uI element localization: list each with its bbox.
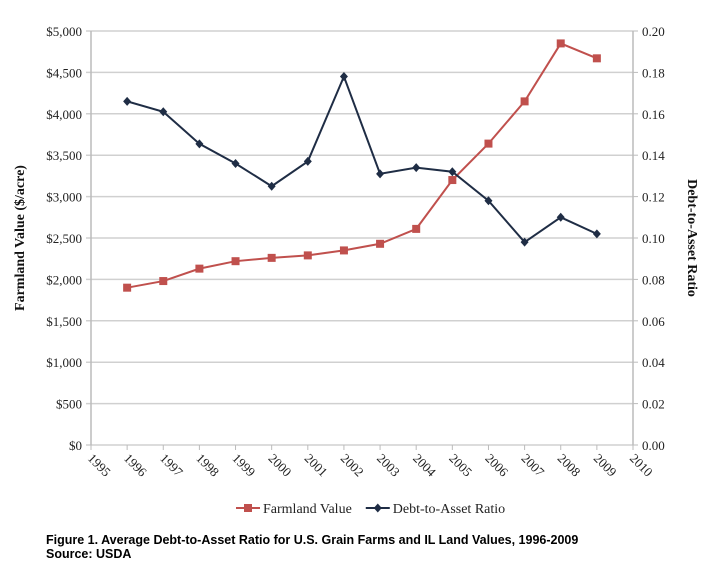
y-right-tick-label: 0.08 [642,272,665,287]
x-tick-label: 2000 [266,451,295,480]
data-point-diamond [195,139,204,149]
x-tick-label: 2008 [555,451,584,480]
x-tick-label: 2004 [410,451,439,480]
data-point-diamond [159,107,168,117]
data-point-diamond [339,72,348,82]
x-tick-label: 1998 [193,451,222,480]
x-tick-label: 2006 [482,451,511,480]
x-tick-label: 2003 [374,451,403,480]
x-tick-label: 2002 [338,451,367,480]
x-tick-label: 1995 [85,451,114,480]
y-right-axis-label: Debt-to-Asset Ratio [684,179,699,297]
legend-diamond-marker [373,503,382,513]
y-left-tick-label: $500 [56,397,82,412]
data-point-diamond [303,156,312,166]
data-point-diamond [520,237,529,247]
x-tick-label: 1997 [157,451,186,480]
y-left-tick-label: $0 [69,438,82,453]
y-left-tick-label: $4,500 [46,65,82,80]
y-left-tick-label: $2,500 [46,231,82,246]
data-point-diamond [556,212,565,222]
x-tick-label: 2005 [446,451,475,480]
x-tick-label: 1999 [229,451,258,480]
x-tick-label: 2001 [302,451,331,480]
data-point-square [376,239,385,248]
y-right-tick-label: 0.00 [642,438,665,453]
legend-label: Debt-to-Asset Ratio [393,502,505,517]
y-right-tick-label: 0.02 [642,397,665,412]
data-point-square [303,251,312,260]
x-tick-label: 2009 [591,451,620,480]
y-right-tick-label: 0.18 [642,65,665,80]
data-point-diamond [231,158,240,168]
data-point-square [412,224,421,233]
y-right-tick-label: 0.16 [642,107,665,122]
data-point-square [231,257,240,266]
series-line-0 [126,42,598,289]
y-right-tick-label: 0.06 [642,314,665,329]
data-point-square [448,176,457,185]
y-right-tick-label: 0.10 [642,231,665,246]
data-point-square [556,39,565,48]
data-point-diamond [267,181,276,191]
data-point-diamond [484,196,493,206]
x-tick-label: 2010 [627,451,656,480]
data-point-diamond [123,96,132,106]
y-left-tick-label: $1,000 [46,355,82,370]
x-tick-label: 2007 [518,451,547,480]
x-tick-label: 1996 [121,451,150,480]
data-point-square [484,139,493,148]
data-point-diamond [376,169,385,179]
y-left-axis-label: Farmland Value ($/acre) [13,165,28,311]
figure-source: Source: USDA [46,547,132,561]
data-point-diamond [448,167,457,177]
data-point-square [267,253,276,262]
data-point-square [592,54,601,63]
legend-label: Farmland Value [263,502,352,517]
data-point-diamond [412,163,421,173]
y-right-tick-label: 0.04 [642,355,665,370]
y-right-tick-label: 0.20 [642,24,665,39]
y-right-tick-label: 0.14 [642,148,665,163]
data-point-square [123,283,132,292]
data-point-square [159,277,168,286]
y-left-tick-label: $3,500 [46,148,82,163]
data-point-diamond [592,229,601,239]
data-point-square [339,246,348,255]
y-left-tick-label: $2,000 [46,272,82,287]
series-line-1 [126,73,598,244]
legend-square-marker [244,504,252,512]
y-left-tick-label: $3,000 [46,190,82,205]
data-point-square [520,97,529,106]
y-left-tick-label: $4,000 [46,107,82,122]
y-left-tick-label: $5,000 [46,24,82,39]
y-left-tick-label: $1,500 [46,314,82,329]
y-right-tick-label: 0.12 [642,190,665,205]
figure-caption: Figure 1. Average Debt-to-Asset Ratio fo… [46,533,579,547]
data-point-square [195,264,204,273]
